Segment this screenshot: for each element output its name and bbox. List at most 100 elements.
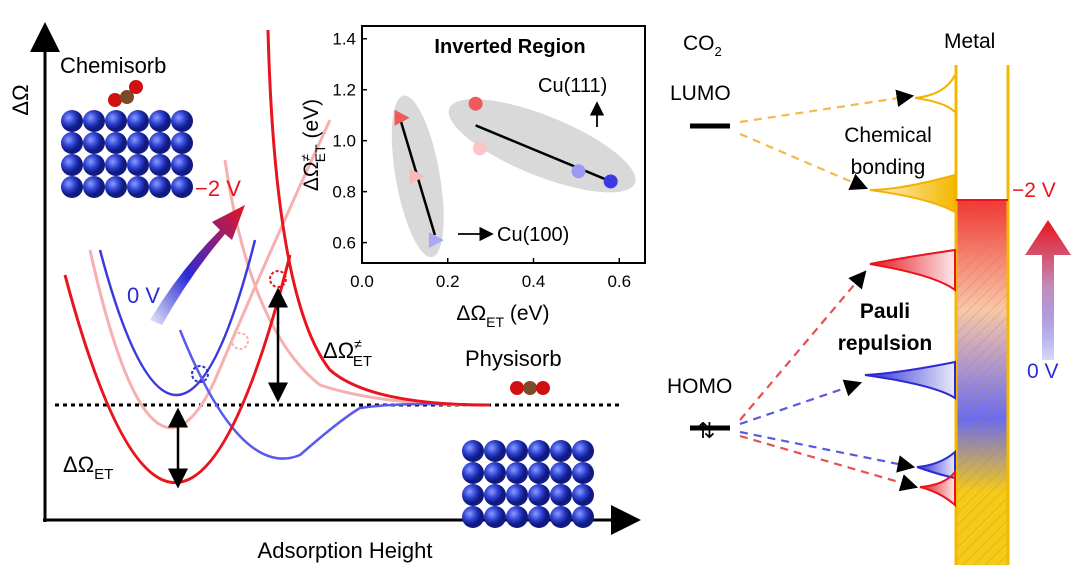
x-tick-label: 0.2: [436, 272, 460, 291]
atom: [61, 154, 83, 176]
atom: [61, 176, 83, 198]
energy-diagram: ΔΩ Adsorption Height −2 V 0 V ΔΩ≠ ET ΔΩET…: [8, 22, 641, 563]
voltage-high-label: −2 V: [195, 176, 241, 201]
atom: [83, 110, 105, 132]
x-tick-label: 0.6: [607, 272, 631, 291]
voltage-low-label: 0 V: [127, 283, 160, 308]
y-tick-label: 1.2: [332, 81, 356, 100]
atom: [506, 440, 528, 462]
chemisorb-slab: [61, 110, 193, 198]
homo-to-red-peak-arrow: [739, 270, 867, 421]
atom: [149, 110, 171, 132]
atom: [127, 176, 149, 198]
right-voltage-high-label: −2 V: [1012, 179, 1056, 202]
chemisorbed-co2-molecule: [108, 80, 143, 107]
inset-chart: Inverted Region ΔΩET (eV) ΔΩ≠ET (eV) 0.0…: [298, 25, 646, 330]
data-point-triangle: [428, 232, 444, 249]
x-tick-label: 0.4: [522, 272, 546, 291]
atom: [572, 484, 594, 506]
atom: [149, 132, 171, 154]
inset-x-label: ΔΩET (eV): [456, 302, 549, 330]
atom: [528, 462, 550, 484]
atom: [105, 132, 127, 154]
atom: [462, 462, 484, 484]
physisorb-slab: [462, 440, 594, 528]
atom: [484, 484, 506, 506]
cu100-label: Cu(100): [497, 224, 569, 246]
red-repulsive-curve: [266, 29, 491, 407]
atom: [550, 462, 572, 484]
atom: [528, 484, 550, 506]
homo-to-blue-peak-arrow: [739, 379, 863, 426]
pink-crossing-marker: [231, 332, 249, 350]
chemisorb-label: Chemisorb: [60, 53, 166, 78]
atom: [572, 440, 594, 462]
faded-red-curve: [88, 119, 332, 430]
data-point-triangle: [409, 168, 425, 185]
chemical-bonding-label: Chemical bonding: [844, 124, 932, 179]
data-point-triangle: [394, 109, 410, 126]
atom: [105, 176, 127, 198]
physisorbed-co2-molecule: [510, 381, 550, 395]
atom: [528, 506, 550, 528]
homo-to-red-low-arrow: [739, 434, 919, 492]
atom: [83, 154, 105, 176]
blue-chemisorb-curve: [98, 239, 257, 397]
atom: [462, 484, 484, 506]
atom: [83, 132, 105, 154]
atom: [61, 132, 83, 154]
atom: [171, 110, 193, 132]
x-axis-label: Adsorption Height: [258, 538, 433, 563]
atom: [506, 462, 528, 484]
y-tick-label: 0.6: [332, 234, 356, 253]
atom: [572, 506, 594, 528]
atom: [171, 154, 193, 176]
atom: [127, 132, 149, 154]
x-tick-label: 0.0: [350, 272, 374, 291]
homo-label: HOMO: [667, 375, 732, 398]
data-point-circle: [468, 96, 483, 111]
atom: [83, 176, 105, 198]
barrier-label: ΔΩ≠ ET: [323, 336, 372, 370]
metal-band-hatch: [956, 200, 1008, 565]
atom: [105, 110, 127, 132]
atom: [484, 506, 506, 528]
atom: [462, 506, 484, 528]
cu111-label: Cu(111): [538, 75, 607, 97]
y-axis-label: ΔΩ: [8, 84, 33, 115]
atom: [105, 154, 127, 176]
atom: [149, 154, 171, 176]
atom: [171, 176, 193, 198]
lumo-to-antibonding-arrow: [739, 89, 915, 124]
red-crossing-marker: [269, 270, 287, 288]
bonding-peak: [869, 173, 956, 214]
atom: [572, 462, 594, 484]
antibonding-peak: [914, 74, 956, 113]
cu111-cluster-ellipse: [448, 99, 636, 193]
data-point-circle: [603, 174, 618, 189]
atom: [61, 110, 83, 132]
atom: [462, 440, 484, 462]
blue-physisorb-curve: [178, 329, 481, 460]
red-low-peak: [919, 469, 956, 508]
atom: [528, 440, 550, 462]
data-point-circle: [472, 141, 487, 156]
y-tick-label: 1.4: [332, 30, 356, 49]
inset-y-label: ΔΩ≠ET (eV): [298, 99, 328, 191]
co2-label: CO2: [683, 32, 722, 59]
y-tick-label: 1.0: [332, 132, 356, 151]
blue-crossing-marker: [191, 365, 209, 383]
lumo-label: LUMO: [670, 82, 731, 105]
atom: [484, 440, 506, 462]
homo-to-blue-low-arrow: [739, 430, 916, 473]
atom: [550, 440, 572, 462]
atom: [171, 132, 193, 154]
atom: [149, 176, 171, 198]
red-homo-peak: [869, 248, 956, 292]
atom: [484, 462, 506, 484]
atom: [506, 506, 528, 528]
blue-homo-peak: [864, 360, 956, 400]
inset-title: Inverted Region: [434, 36, 585, 58]
